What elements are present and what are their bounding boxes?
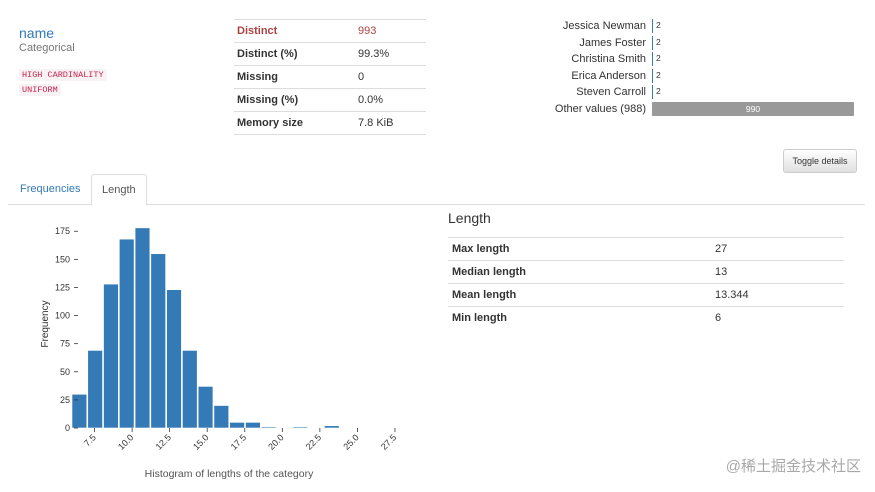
- histogram-bar: [166, 289, 182, 429]
- length-histogram: 0 25 50 75 100 125 150 175 7.5 10.0 12.5 15.0 17.5 20…: [40, 226, 398, 480]
- length-row-max: Max length 27: [448, 237, 844, 261]
- stat-row-memory: Memory size 7.8 KiB: [234, 111, 426, 135]
- length-label: Max length: [448, 237, 711, 261]
- tab-frequencies[interactable]: Frequencies: [20, 183, 81, 195]
- histogram-bar: [71, 393, 88, 429]
- histogram-bar: [150, 253, 166, 429]
- histogram-bar: [103, 283, 119, 429]
- stat-label: Missing: [234, 65, 355, 89]
- freq-bar-other: 990: [652, 102, 854, 116]
- stat-label: Distinct: [234, 19, 355, 43]
- length-row-mean: Mean length 13.344: [448, 283, 844, 307]
- variable-name: name: [19, 25, 55, 41]
- x-tick-label: 25.0: [341, 432, 360, 451]
- stat-value: 99.3%: [355, 42, 426, 66]
- histogram-bar: [182, 350, 198, 429]
- x-axis-label: Histogram of lengths of the category: [145, 468, 314, 480]
- histogram-bar: [229, 422, 245, 429]
- histogram-bar: [260, 426, 277, 429]
- variable-type: Categorical: [19, 42, 75, 54]
- freq-count: 2: [656, 37, 661, 47]
- stat-value: 0.0%: [355, 88, 426, 112]
- tab-divider: [8, 204, 865, 205]
- y-tick-label: 125: [55, 282, 70, 292]
- histogram-bar: [292, 426, 308, 429]
- toggle-details-button[interactable]: Toggle details: [783, 149, 857, 173]
- length-title: Length: [448, 210, 491, 226]
- freq-count: 2: [656, 86, 661, 96]
- histogram-bar: [87, 350, 103, 429]
- freq-label: James Foster: [579, 37, 646, 49]
- freq-bar: 2: [652, 19, 661, 33]
- histogram-bar: [119, 238, 135, 429]
- x-tick-label: 12.5: [154, 432, 173, 451]
- badge-uniform: UNIFORM: [19, 84, 61, 96]
- x-tick-label: 20.0: [266, 432, 285, 451]
- stat-row-missing-pct: Missing (%) 0.0%: [234, 88, 426, 112]
- length-value: 27: [711, 237, 844, 261]
- freq-bar: 2: [652, 36, 661, 50]
- freq-count: 2: [656, 20, 661, 30]
- x-tick-label: 17.5: [229, 432, 248, 451]
- length-value: 13.344: [711, 283, 844, 307]
- freq-bar: 2: [652, 69, 661, 83]
- x-tick-label: 15.0: [191, 432, 210, 451]
- tab-length[interactable]: Length: [91, 174, 147, 206]
- freq-bar: 2: [652, 85, 661, 99]
- stat-row-distinct: Distinct 993: [234, 19, 426, 43]
- stat-value: 0: [355, 65, 426, 89]
- stat-value: 7.8 KiB: [355, 111, 426, 135]
- length-label: Median length: [448, 260, 711, 284]
- watermark: @稀土掘金技术社区: [725, 458, 861, 475]
- length-value: 13: [711, 260, 844, 284]
- y-tick-label: 50: [60, 367, 70, 377]
- x-tick-label: 22.5: [304, 432, 323, 451]
- y-axis-label: Frequency: [40, 300, 51, 347]
- freq-label-other: Other values (988): [554, 103, 646, 115]
- length-row-min: Min length 6: [448, 306, 844, 329]
- histogram-bar: [213, 405, 230, 429]
- stat-label: Distinct (%): [234, 42, 355, 66]
- freq-label: Erica Anderson: [571, 70, 646, 82]
- histogram-bar: [134, 227, 151, 429]
- y-tick-label: 100: [55, 311, 70, 321]
- y-tick-label: 25: [60, 395, 70, 405]
- x-tick-label: 27.5: [379, 432, 398, 451]
- length-label: Mean length: [448, 283, 711, 307]
- stats-table: Distinct 993 Distinct (%) 99.3% Missing …: [234, 19, 426, 135]
- stat-value: 993: [355, 19, 426, 43]
- y-tick-label: 150: [55, 254, 70, 264]
- length-value: 6: [711, 306, 844, 329]
- y-tick-label: 175: [55, 226, 70, 236]
- length-row-median: Median length 13: [448, 260, 844, 284]
- y-tick-label: 0: [65, 423, 70, 433]
- freq-count: 2: [656, 53, 661, 63]
- badge-high-cardinality: HIGH CARDINALITY: [19, 69, 107, 81]
- x-tick-label: 7.5: [82, 432, 98, 448]
- freq-count: 2: [656, 70, 661, 80]
- freq-bar: 2: [652, 52, 661, 66]
- length-table: Max length 27 Median length 13 Mean leng…: [448, 237, 844, 329]
- stat-label: Missing (%): [234, 88, 355, 112]
- freq-label: Steven Carroll: [576, 86, 646, 98]
- freq-label: Christina Smith: [571, 53, 646, 65]
- histogram-bar: [324, 425, 340, 429]
- length-label: Min length: [448, 306, 711, 329]
- x-tick-label: 10.0: [116, 432, 135, 451]
- histogram-bar: [197, 386, 214, 429]
- stat-label: Memory size: [234, 111, 355, 135]
- stat-row-distinct-pct: Distinct (%) 99.3%: [234, 42, 426, 66]
- y-tick-label: 75: [60, 339, 70, 349]
- histogram-bar: [245, 422, 261, 429]
- freq-label: Jessica Newman: [562, 20, 646, 32]
- stat-row-missing: Missing 0: [234, 65, 426, 89]
